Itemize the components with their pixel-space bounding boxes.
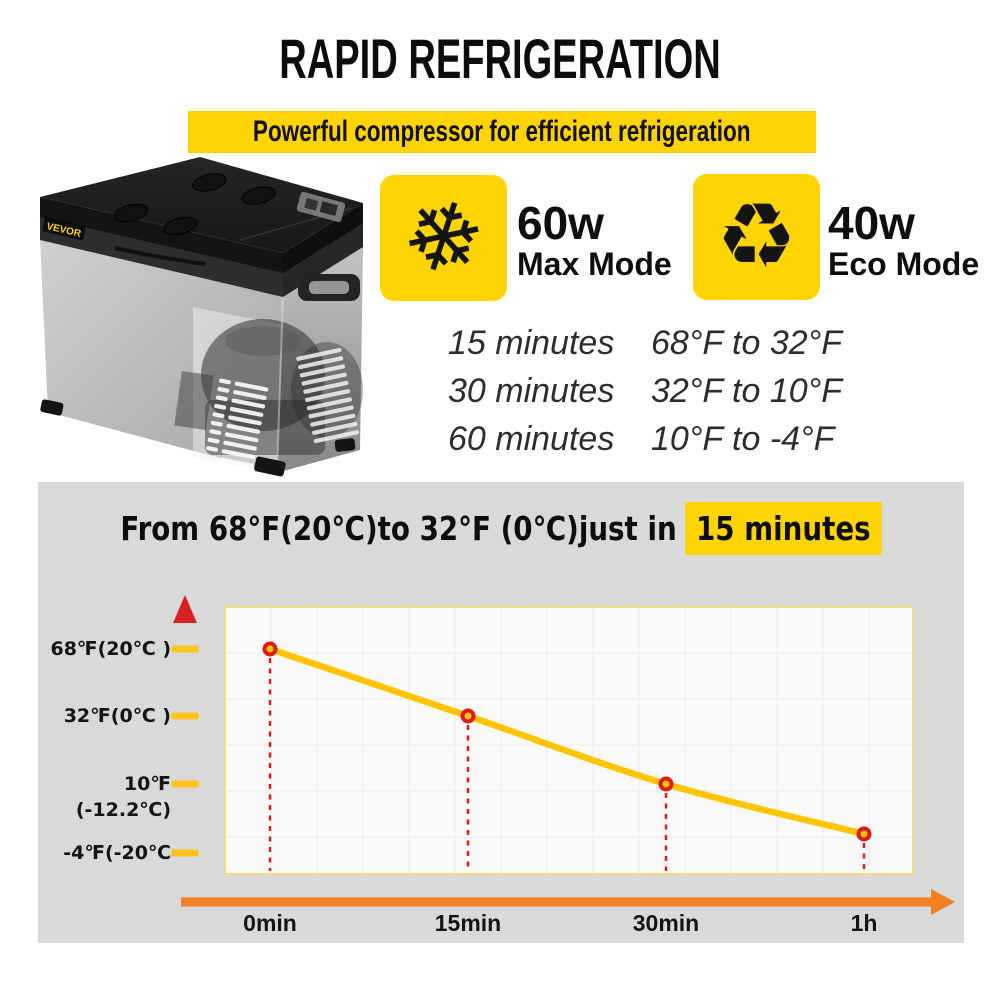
cooling-time: 15 minutes (448, 324, 615, 362)
side-vent-slats (296, 348, 359, 444)
x-axis-label: 0min (243, 910, 297, 936)
gridlines (225, 607, 913, 874)
max-mode-power: 60w (517, 197, 604, 249)
table-row: 30 minutes 32°F to 10°F (448, 367, 842, 415)
x-axis-arrow-icon (931, 889, 955, 915)
y-axis-tick (171, 645, 199, 653)
snowflake-icon: ❄ (387, 172, 500, 304)
axis-ticks (171, 645, 199, 857)
cooling-table: 15 minutes 68°F to 32°F 30 minutes 32°F … (448, 319, 842, 463)
fridge-lid-skirt-side (283, 203, 363, 273)
y-axis-label: -4℉(-20℃ (63, 842, 171, 864)
y-axis-tick (171, 849, 199, 857)
headline-highlight: 15 minutes (685, 501, 882, 555)
lid-grip-groove (114, 246, 206, 266)
cooling-time: 30 minutes (448, 372, 615, 410)
corner-highlight (276, 296, 284, 472)
y-axis-arrow-icon (173, 595, 197, 623)
cooling-chart (171, 595, 955, 915)
fridge-illustration: VEVOR (40, 157, 363, 477)
lid-cup-indents (113, 173, 276, 236)
plot-area (224, 606, 914, 875)
data-point-marker (262, 641, 278, 657)
eco-mode-tile: ♻ (693, 174, 820, 300)
recycle-icon: ♻ (716, 184, 797, 289)
cooling-range: 32°F to 10°F (651, 372, 843, 410)
max-mode-tile: ❄ (380, 172, 507, 304)
eco-mode-power: 40w (828, 197, 915, 249)
data-point-marker (460, 708, 476, 724)
chart-panel: From 68°F(20℃)to 32°F (0℃)just in 15 min… (38, 482, 964, 943)
y-axis-label: 10℉(-12.2℃) (75, 773, 171, 821)
eco-mode-label: Eco Mode (828, 246, 980, 282)
lid-control-panel (296, 192, 346, 222)
fridge-feet (40, 399, 356, 477)
table-row: 60 minutes 10°F to -4°F (448, 415, 842, 463)
cooling-range: 10°F to -4°F (651, 420, 835, 458)
compressor-cutaway (174, 307, 363, 473)
side-handle (298, 274, 360, 301)
front-vent-slats (204, 378, 269, 468)
table-row: 15 minutes 68°F to 32°F (448, 319, 842, 367)
y-axis-tick (171, 712, 199, 720)
cooling-range: 68°F to 32°F (651, 324, 843, 362)
headline-text: From 68°F(20℃)to 32°F (0℃)just in (120, 508, 677, 548)
y-axis-tick (171, 780, 199, 788)
x-axis-label: 1h (850, 910, 878, 936)
subtitle-banner: Powerful compressor for efficient refrig… (188, 111, 816, 153)
page-title: RAPID REFRIGERATION (279, 27, 721, 90)
drop-lines (268, 658, 866, 871)
fridge-lid-skirt-front (40, 197, 283, 273)
data-point-marker (856, 826, 872, 842)
data-points (262, 641, 872, 842)
chart-headline: From 68°F(20℃)to 32°F (0℃)just in 15 min… (112, 499, 890, 557)
fridge-lid-top (40, 157, 363, 253)
cooling-time: 60 minutes (448, 420, 615, 458)
temperature-curve (266, 645, 868, 838)
y-axis-label: 68℉(20℃ ) (50, 638, 171, 660)
data-point-marker (658, 776, 674, 792)
y-axis-label: 32℉(0℃ ) (63, 705, 171, 727)
max-mode-label: Max Mode (517, 246, 672, 282)
subtitle-text: Powerful compressor for efficient refrig… (253, 115, 751, 148)
x-axis-label: 30min (632, 910, 700, 936)
x-axis-label: 15min (434, 910, 502, 936)
